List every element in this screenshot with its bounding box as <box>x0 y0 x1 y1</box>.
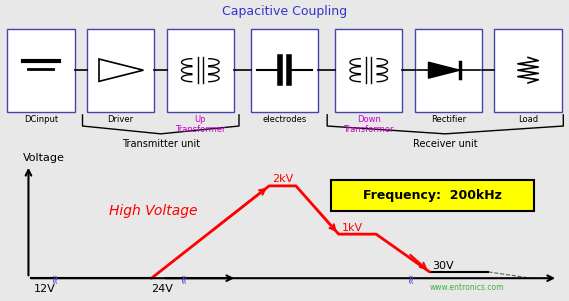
Text: Frequency:  200kHz: Frequency: 200kHz <box>363 189 502 202</box>
FancyBboxPatch shape <box>494 29 562 112</box>
Text: ≈: ≈ <box>177 273 190 284</box>
FancyBboxPatch shape <box>167 29 234 112</box>
Text: High Voltage: High Voltage <box>109 204 197 218</box>
Text: Voltage: Voltage <box>23 153 65 163</box>
Text: electrodes: electrodes <box>262 115 307 124</box>
Text: 30V: 30V <box>432 261 454 271</box>
FancyBboxPatch shape <box>335 29 402 112</box>
Text: Transmitter unit: Transmitter unit <box>122 139 200 149</box>
FancyBboxPatch shape <box>415 29 482 112</box>
Text: 2kV: 2kV <box>272 174 293 184</box>
Text: 1kV: 1kV <box>341 223 362 233</box>
Text: ≈: ≈ <box>405 273 418 284</box>
Text: 12V: 12V <box>34 284 56 294</box>
Text: Capacitive Coupling: Capacitive Coupling <box>222 5 347 18</box>
Text: Driver: Driver <box>108 115 134 124</box>
Polygon shape <box>428 62 460 78</box>
Text: www.entronics.com: www.entronics.com <box>430 283 504 292</box>
Text: Load: Load <box>518 115 538 124</box>
FancyBboxPatch shape <box>7 29 75 112</box>
Text: Down
Transformer: Down Transformer <box>344 115 394 134</box>
FancyBboxPatch shape <box>87 29 154 112</box>
Text: DCinput: DCinput <box>24 115 58 124</box>
FancyBboxPatch shape <box>331 180 534 211</box>
FancyBboxPatch shape <box>251 29 318 112</box>
Text: 24V: 24V <box>151 284 174 294</box>
Text: Up
Transformer: Up Transformer <box>175 115 225 134</box>
Text: Receiver unit: Receiver unit <box>413 139 477 149</box>
Text: ≈: ≈ <box>49 273 61 284</box>
Text: Rectifier: Rectifier <box>431 115 466 124</box>
